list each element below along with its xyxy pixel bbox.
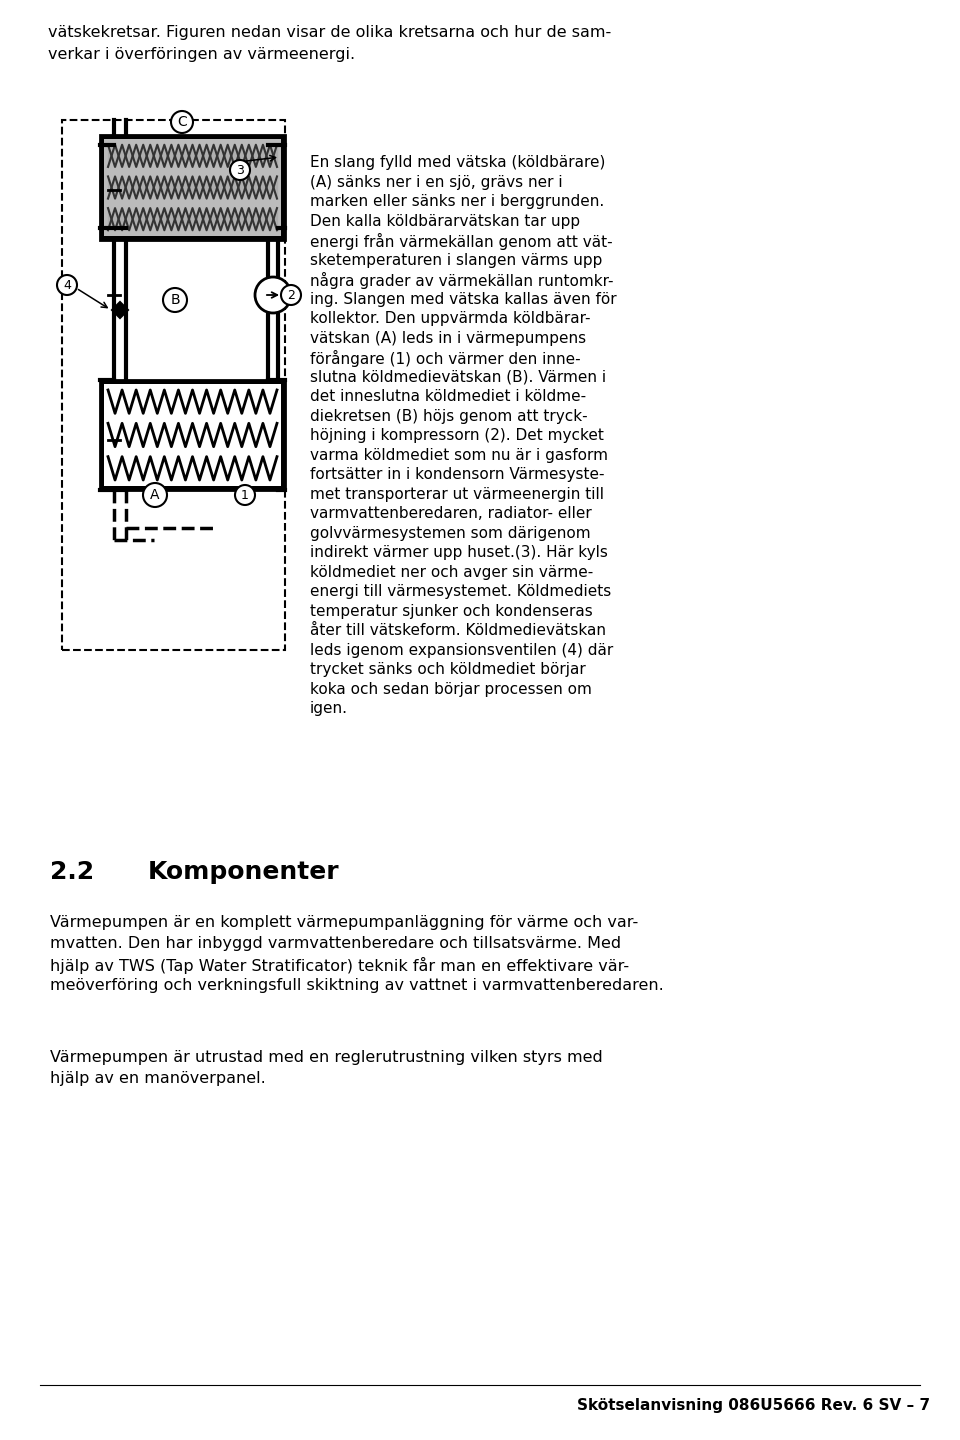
Text: trycket sänks och köldmediet börjar: trycket sänks och köldmediet börjar [310,662,586,677]
Text: Skötselanvisning 086U5666 Rev. 6 SV – 7: Skötselanvisning 086U5666 Rev. 6 SV – 7 [577,1398,930,1413]
Text: met transporterar ut värmeenergin till: met transporterar ut värmeenergin till [310,487,604,501]
Text: varma köldmediet som nu är i gasform: varma köldmediet som nu är i gasform [310,448,608,462]
Text: golvvärmesystemen som därigenom: golvvärmesystemen som därigenom [310,526,590,540]
Text: A: A [151,488,159,503]
Text: mvatten. Den har inbyggd varmvattenberedare och tillsatsvärme. Med: mvatten. Den har inbyggd varmvattenbered… [50,936,621,950]
Text: meöverföring och verkningsfull skiktning av vattnet i varmvattenberedaren.: meöverföring och verkningsfull skiktning… [50,978,663,994]
Text: 3: 3 [236,164,244,177]
Text: varmvattenberedaren, radiator- eller: varmvattenberedaren, radiator- eller [310,505,591,521]
Text: (A) sänks ner i en sjö, grävs ner i: (A) sänks ner i en sjö, grävs ner i [310,174,563,190]
Text: 2.2: 2.2 [50,860,94,884]
Text: En slang fylld med vätska (köldbärare): En slang fylld med vätska (köldbärare) [310,156,606,170]
Text: köldmediet ner och avger sin värme-: köldmediet ner och avger sin värme- [310,564,593,579]
Bar [100,380,285,490]
Circle shape [143,482,167,507]
Circle shape [163,288,187,312]
Text: hjälp av TWS (Tap Water Stratificator) teknik får man en effektivare vär-: hjälp av TWS (Tap Water Stratificator) t… [50,958,629,973]
Bar [100,135,285,240]
Text: slutna köldmedievätskan (B). Värmen i: slutna köldmedievätskan (B). Värmen i [310,370,606,384]
Text: sketemperaturen i slangen värms upp: sketemperaturen i slangen värms upp [310,252,602,268]
Text: några grader av värmekällan runtomkr-: några grader av värmekällan runtomkr- [310,272,613,289]
Text: B: B [170,292,180,307]
Text: 2: 2 [287,288,295,301]
Bar [104,140,281,236]
Circle shape [255,276,291,312]
Text: ing. Slangen med vätska kallas även för: ing. Slangen med vätska kallas även för [310,291,616,307]
Bar [62,120,285,649]
Text: temperatur sjunker och kondenseras: temperatur sjunker och kondenseras [310,603,592,619]
Text: höjning i kompressorn (2). Det mycket: höjning i kompressorn (2). Det mycket [310,428,604,444]
Text: koka och sedan börjar processen om: koka och sedan börjar processen om [310,681,592,697]
Circle shape [235,485,255,505]
Text: vätskekretsar. Figuren nedan visar de olika kretsarna och hur de sam-: vätskekretsar. Figuren nedan visar de ol… [48,24,612,40]
Circle shape [230,160,250,180]
Text: marken eller sänks ner i berggrunden.: marken eller sänks ner i berggrunden. [310,194,604,209]
Circle shape [281,285,301,305]
Text: kollektor. Den uppvärmda köldbärar-: kollektor. Den uppvärmda köldbärar- [310,311,590,325]
Text: vätskan (A) leds in i värmepumpens: vätskan (A) leds in i värmepumpens [310,331,587,346]
Text: hjälp av en manöverpanel.: hjälp av en manöverpanel. [50,1071,266,1086]
Text: igen.: igen. [310,701,348,716]
Circle shape [57,275,77,295]
Text: leds igenom expansionsventilen (4) där: leds igenom expansionsventilen (4) där [310,642,613,658]
Circle shape [171,111,193,132]
Text: 4: 4 [63,278,71,291]
Text: C: C [178,115,187,130]
Text: det inneslutna köldmediet i köldme-: det inneslutna köldmediet i köldme- [310,389,587,405]
Text: Värmepumpen är en komplett värmepumpanläggning för värme och var-: Värmepumpen är en komplett värmepumpanlä… [50,914,638,930]
Text: förångare (1) och värmer den inne-: förångare (1) och värmer den inne- [310,350,581,367]
Polygon shape [112,302,128,318]
Text: Komponenter: Komponenter [148,860,340,884]
Text: Den kalla köldbärarvätskan tar upp: Den kalla köldbärarvätskan tar upp [310,213,580,229]
Text: Värmepumpen är utrustad med en reglerutrustning vilken styrs med: Värmepumpen är utrustad med en reglerutr… [50,1050,603,1066]
Text: verkar i överföringen av värmeenergi.: verkar i överföringen av värmeenergi. [48,48,355,62]
Text: fortsätter in i kondensorn Värmesyste-: fortsätter in i kondensorn Värmesyste- [310,467,605,482]
Text: 1: 1 [241,488,249,501]
Bar [104,384,281,487]
Text: energi till värmesystemet. Köldmediets: energi till värmesystemet. Köldmediets [310,585,612,599]
Text: diekretsen (B) höjs genom att tryck-: diekretsen (B) höjs genom att tryck- [310,409,588,423]
Text: energi från värmekällan genom att vät-: energi från värmekällan genom att vät- [310,233,612,251]
Text: åter till vätskeform. Köldmedievätskan: åter till vätskeform. Köldmedievätskan [310,624,606,638]
Text: indirekt värmer upp huset.(3). Här kyls: indirekt värmer upp huset.(3). Här kyls [310,544,608,560]
